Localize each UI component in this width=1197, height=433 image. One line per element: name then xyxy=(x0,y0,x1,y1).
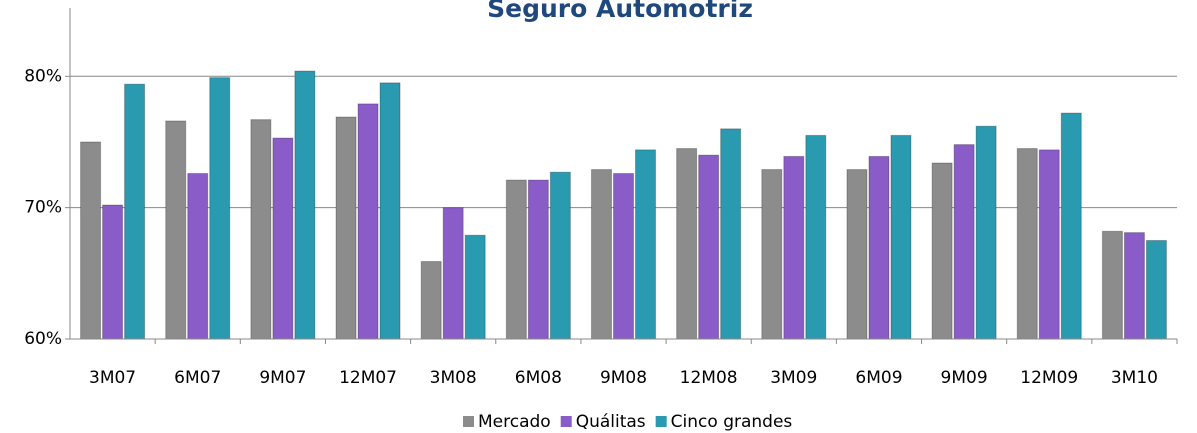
x-tick-label: 12M08 xyxy=(680,368,738,388)
x-tick-label: 9M07 xyxy=(259,368,306,388)
bar xyxy=(442,207,464,340)
bar xyxy=(294,70,316,340)
x-tick-label: 3M09 xyxy=(770,368,817,388)
legend-swatch xyxy=(560,416,572,427)
bar xyxy=(698,154,720,340)
bar xyxy=(124,83,146,340)
x-tick-label: 6M09 xyxy=(855,368,902,388)
bar xyxy=(591,169,612,340)
bar xyxy=(931,162,953,340)
legend-label: Cinco grandes xyxy=(671,412,793,432)
x-tick-label: 3M07 xyxy=(89,368,136,388)
bar xyxy=(420,261,442,340)
bar xyxy=(357,103,379,340)
bar xyxy=(335,116,357,340)
x-tick-label: 6M07 xyxy=(174,368,221,388)
bar xyxy=(720,128,742,340)
bar xyxy=(250,119,272,340)
bar xyxy=(187,173,209,340)
x-tick-label: 6M08 xyxy=(515,368,562,388)
bar xyxy=(613,173,634,340)
bar xyxy=(761,169,783,340)
legend-label: Mercado xyxy=(478,412,551,432)
bar xyxy=(505,179,527,340)
bar xyxy=(975,125,997,340)
bar xyxy=(549,171,571,340)
bar xyxy=(846,169,868,340)
x-tick-label: 3M08 xyxy=(430,368,477,388)
bar xyxy=(1145,239,1167,340)
bar xyxy=(209,77,231,340)
bar xyxy=(1123,232,1145,340)
bar xyxy=(1060,112,1082,340)
bar xyxy=(635,149,656,340)
bar xyxy=(1101,230,1123,340)
bar xyxy=(165,120,187,340)
bar xyxy=(868,155,890,340)
bar xyxy=(805,134,827,340)
bar xyxy=(783,155,805,340)
bar xyxy=(527,179,549,340)
bar xyxy=(953,144,975,340)
legend-swatch xyxy=(463,416,474,427)
bar xyxy=(464,234,486,340)
bar xyxy=(102,204,124,340)
y-tick-label: 80% xyxy=(24,66,62,86)
bar xyxy=(272,137,294,340)
bar xyxy=(1038,149,1060,340)
bar xyxy=(890,134,912,340)
legend-label: Quálitas xyxy=(576,412,646,432)
bar xyxy=(676,148,698,340)
x-tick-label: 3M10 xyxy=(1111,368,1158,388)
x-tick-label: 12M07 xyxy=(339,368,397,388)
bar xyxy=(1016,148,1038,340)
chart-title: Seguro Automotriz xyxy=(487,0,753,23)
legend-swatch xyxy=(655,416,667,427)
x-tick-label: 12M09 xyxy=(1020,368,1078,388)
y-tick-label: 70% xyxy=(24,198,62,218)
bar xyxy=(379,82,401,340)
x-tick-label: 9M09 xyxy=(941,368,988,388)
x-tick-label: 9M08 xyxy=(600,368,647,388)
bar xyxy=(80,141,102,340)
y-tick-label: 60% xyxy=(24,329,62,349)
